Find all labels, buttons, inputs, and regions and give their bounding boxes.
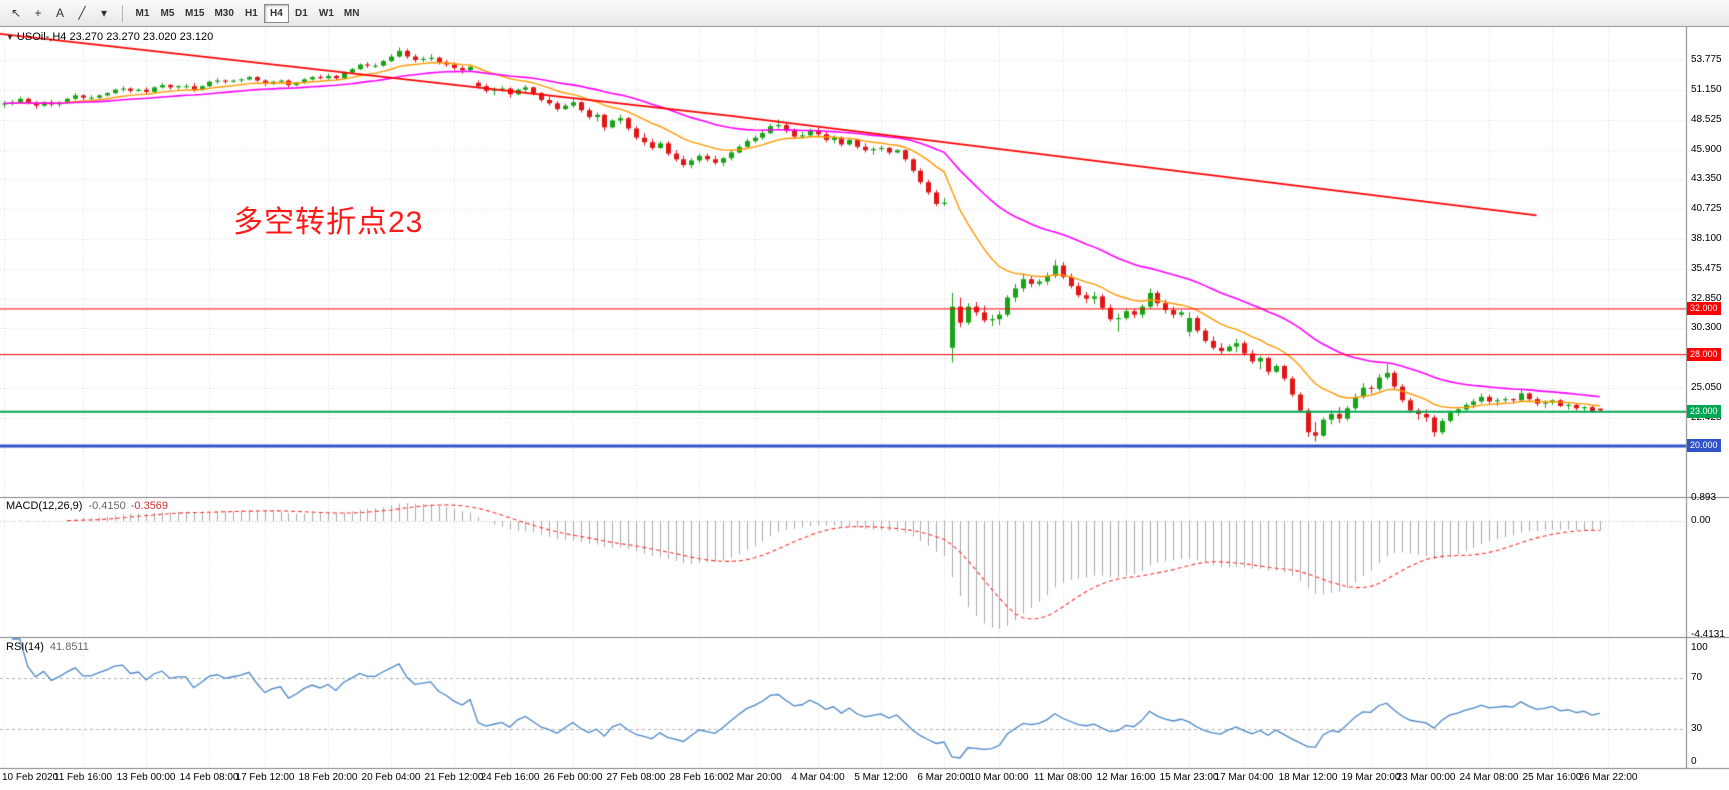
text-tool-icon[interactable]: A [55,6,64,20]
trendline-tool-icon[interactable]: ╱ [78,6,86,20]
toolbar-tool-icons: ↖ + A ╱ ▾ [5,3,115,23]
timeframe-button-m30[interactable]: M30 [209,4,238,23]
crosshair-icon[interactable]: + [34,6,42,20]
timeframe-button-mn[interactable]: MN [339,4,365,23]
timeframe-button-m1[interactable]: M1 [130,4,155,23]
timeframe-button-m15[interactable]: M15 [180,4,209,23]
timeframe-buttons: M1 M5 M15 M30 H1 H4 D1 W1 MN [130,3,365,23]
timeframe-button-h1[interactable]: H1 [239,4,264,23]
collapse-chart-icon[interactable]: ▼ [6,33,14,42]
toolbar-separator [122,4,123,22]
toolbar: ↖ + A ╱ ▾ M1 M5 M15 M30 H1 H4 D1 W1 MN [0,0,1729,27]
timeframe-button-w1[interactable]: W1 [314,4,339,23]
cursor-icon[interactable]: ↖ [10,6,22,20]
chart-annotation-text[interactable]: 多空转折点23 [233,206,424,239]
price-chart-canvas[interactable] [0,27,1729,790]
chevron-down-icon[interactable]: ▾ [100,6,108,20]
timeframe-button-m5[interactable]: M5 [155,4,180,23]
timeframe-button-d1[interactable]: D1 [289,4,314,23]
timeframe-button-h4[interactable]: H4 [263,3,289,23]
